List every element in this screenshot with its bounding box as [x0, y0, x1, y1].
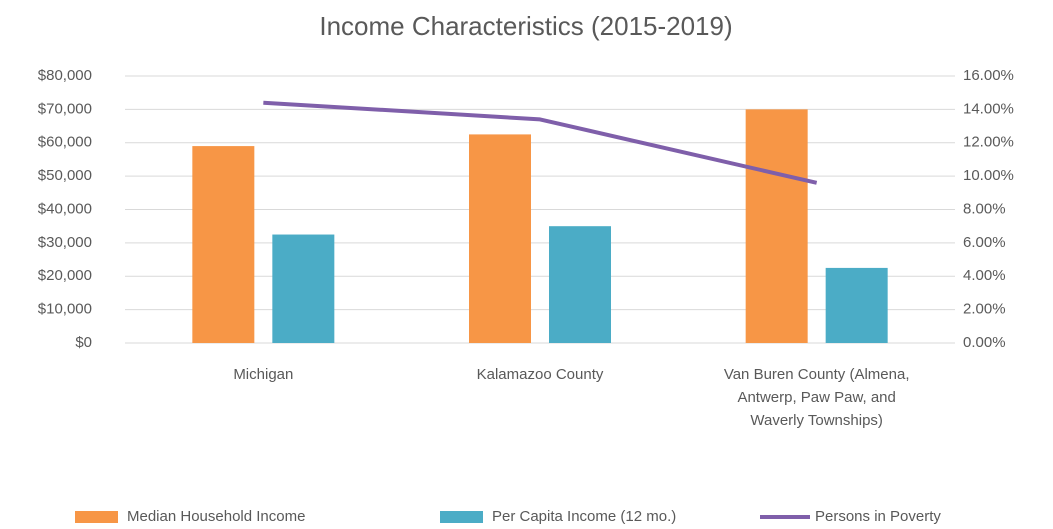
bar [825, 267, 888, 343]
legend-swatch [75, 511, 118, 523]
y-tick-label: $30,000 [38, 234, 92, 251]
y2-tick-label: 16.00% [963, 67, 1014, 84]
chart-title: Income Characteristics (2015-2019) [319, 11, 732, 41]
y2-tick-label: 10.00% [963, 167, 1014, 184]
y-tick-label: $70,000 [38, 100, 92, 117]
x-tick-label: Kalamazoo County [476, 366, 604, 383]
legend-label: Median Household Income [127, 508, 305, 525]
y2-tick-label: 4.00% [963, 267, 1006, 284]
bar [549, 226, 611, 343]
bar [192, 146, 255, 343]
y-tick-label: $60,000 [38, 134, 92, 151]
x-tick-label-box: Michigan [233, 366, 294, 383]
y-tick-label: $40,000 [38, 200, 92, 217]
y-tick-label: $50,000 [38, 167, 92, 184]
y-tick-label: $10,000 [38, 301, 92, 318]
legend-label: Persons in Poverty [815, 508, 941, 525]
bar [745, 109, 808, 343]
y-tick-label: $80,000 [38, 67, 92, 84]
y2-tick-label: 8.00% [963, 200, 1006, 217]
line [263, 100, 818, 185]
x-tick-label-box: Kalamazoo County [476, 366, 604, 383]
y-tick-label: $0 [75, 334, 92, 351]
y2-tick-label: 14.00% [963, 100, 1014, 117]
y2-tick-label: 6.00% [963, 234, 1006, 251]
x-tick-label-box: Van Buren County (Almena, Antwerp, Paw P… [723, 366, 910, 429]
bar [469, 134, 531, 343]
x-tick-label: Michigan [233, 366, 294, 383]
legend-label: Per Capita Income (12 mo.) [492, 508, 676, 525]
y-tick-label: $20,000 [38, 267, 92, 284]
y2-tick-label: 12.00% [963, 134, 1014, 151]
x-tick-label: Van Buren County (Almena, Antwerp, Paw P… [723, 366, 910, 429]
y2-tick-label: 0.00% [963, 334, 1006, 351]
y2-tick-label: 2.00% [963, 301, 1006, 318]
bar [272, 234, 335, 343]
legend-swatch [440, 511, 483, 523]
